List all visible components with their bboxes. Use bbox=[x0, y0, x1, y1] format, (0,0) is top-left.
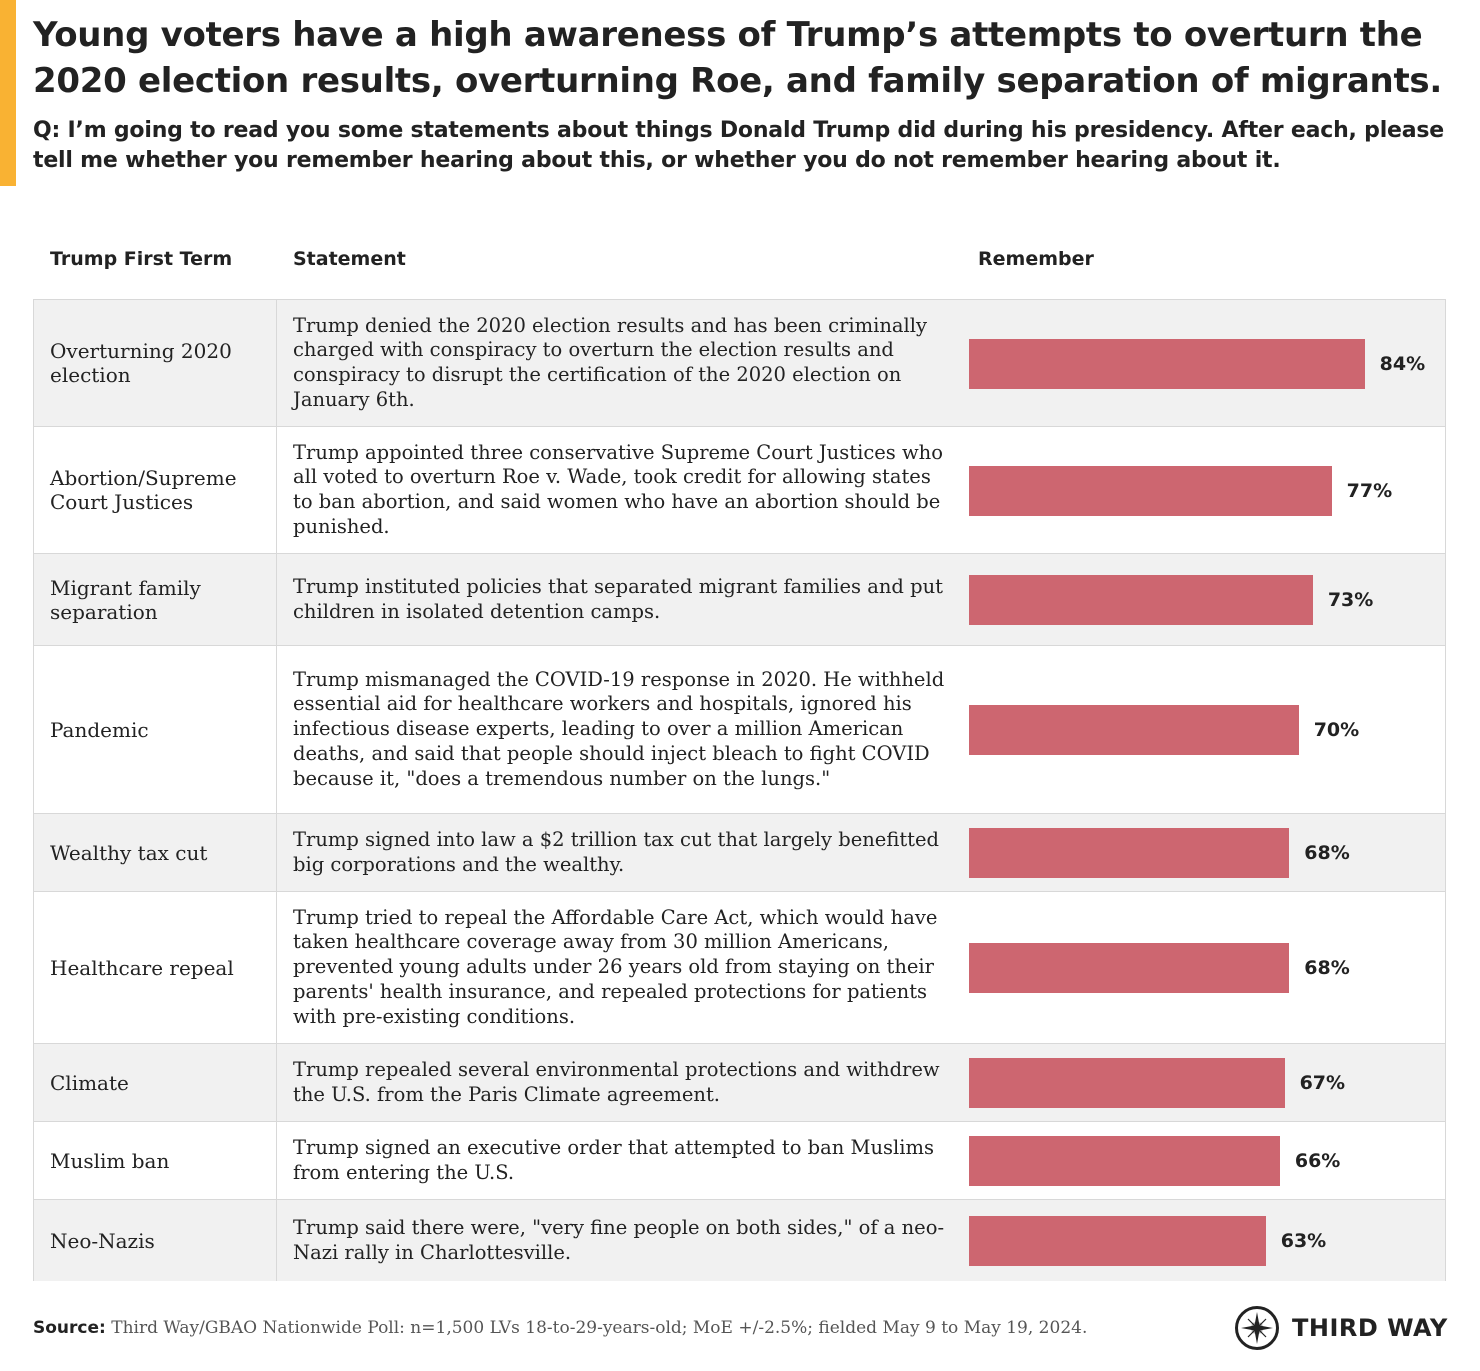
remember-bar bbox=[969, 1136, 1280, 1186]
statement-text: Trump signed an executive order that att… bbox=[293, 1135, 935, 1184]
remember-bar bbox=[969, 828, 1290, 878]
remember-bar bbox=[969, 1215, 1266, 1266]
term-label: Muslim ban bbox=[34, 1122, 277, 1199]
term-label: Abortion/Supreme Court Justices bbox=[34, 427, 277, 553]
remember-bar bbox=[969, 465, 1332, 516]
remember-bar bbox=[969, 575, 1313, 625]
source-label: Source: bbox=[33, 1318, 106, 1338]
statement-text: Trump tried to repeal the Affordable Car… bbox=[293, 905, 938, 1028]
bar-value-label: 63% bbox=[1280, 1229, 1327, 1252]
bar-value-label: 68% bbox=[1304, 957, 1350, 979]
remember-bar bbox=[969, 1058, 1285, 1108]
bar-value-label: 77% bbox=[1346, 479, 1393, 502]
term-label: Overturning 2020 election bbox=[34, 300, 277, 426]
table-row: Neo-Nazis Trump said there were, "very fi… bbox=[34, 1200, 1445, 1281]
term-label: Neo-Nazis bbox=[34, 1200, 277, 1281]
statement-text: Trump appointed three conservative Supre… bbox=[293, 440, 943, 538]
table-row: Healthcare repeal Trump tried to repeal t… bbox=[34, 892, 1445, 1044]
page-title: Young voters have a high awareness of Tr… bbox=[33, 15, 1442, 101]
column-header-term: Trump First Term bbox=[50, 248, 233, 270]
term-label: Climate bbox=[34, 1044, 277, 1121]
accent-bar bbox=[0, 0, 16, 186]
third-way-logo: THIRD WAY bbox=[1234, 1305, 1448, 1351]
statement-text: Trump said there were, "very fine people… bbox=[293, 1215, 945, 1264]
column-header-remember: Remember bbox=[978, 248, 1094, 270]
table-row: Overturning 2020 election Trump denied th… bbox=[34, 300, 1445, 427]
column-header-statement: Statement bbox=[293, 248, 406, 270]
source-text: Third Way/GBAO Nationwide Poll: n=1,500 … bbox=[111, 1318, 1088, 1338]
table-row: Pandemic Trump mismanaged the COVID-19 re… bbox=[34, 646, 1445, 814]
term-label: Pandemic bbox=[34, 646, 277, 813]
question-subtitle: Q: I’m going to read you some statements… bbox=[33, 118, 1445, 173]
compass-star-icon bbox=[1235, 1306, 1279, 1350]
statement-text: Trump mismanaged the COVID-19 response i… bbox=[293, 667, 945, 790]
term-label: Migrant family separation bbox=[34, 554, 277, 645]
statement-text: Trump denied the 2020 election results a… bbox=[293, 313, 928, 411]
table-row: Muslim ban Trump signed an executive orde… bbox=[34, 1122, 1445, 1200]
remember-bar bbox=[969, 943, 1290, 993]
logo-text: THIRD WAY bbox=[1292, 1314, 1448, 1342]
bar-value-label: 73% bbox=[1327, 589, 1374, 611]
term-label: Healthcare repeal bbox=[34, 892, 277, 1043]
term-label: Wealthy tax cut bbox=[34, 814, 277, 891]
results-table: Overturning 2020 election Trump denied th… bbox=[33, 299, 1446, 1281]
table-row: Wealthy tax cut Trump signed into law a $… bbox=[34, 814, 1445, 892]
bar-value-label: 70% bbox=[1313, 719, 1360, 741]
table-row: Migrant family separation Trump institute… bbox=[34, 554, 1445, 646]
bar-value-label: 67% bbox=[1299, 1072, 1346, 1094]
table-row: Abortion/Supreme Court Justices Trump app… bbox=[34, 427, 1445, 554]
remember-bar bbox=[969, 338, 1365, 389]
statement-text: Trump instituted policies that separated… bbox=[293, 574, 943, 623]
statement-text: Trump signed into law a $2 trillion tax … bbox=[293, 827, 940, 876]
statement-text: Trump repealed several environmental pro… bbox=[293, 1057, 940, 1106]
bar-value-label: 68% bbox=[1304, 842, 1350, 864]
table-row: Climate Trump repealed several environmen… bbox=[34, 1044, 1445, 1122]
remember-bar bbox=[969, 705, 1299, 755]
source-note: Source: Third Way/GBAO Nationwide Poll: … bbox=[33, 1318, 1087, 1338]
bar-value-label: 66% bbox=[1294, 1150, 1341, 1172]
bar-value-label: 84% bbox=[1379, 352, 1426, 375]
